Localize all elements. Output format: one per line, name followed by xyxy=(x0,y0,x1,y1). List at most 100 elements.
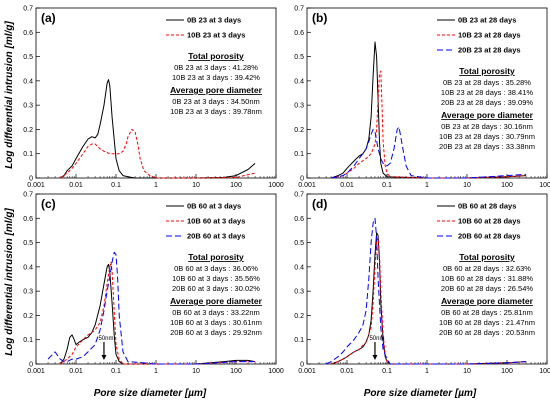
pore-diameter-value: 10B 23 at 3 days : 39.78nm xyxy=(170,107,262,116)
pore-diameter-value: 0B 60 at 28 days : 25.81nm xyxy=(441,308,533,317)
x-tick-label: 1 xyxy=(154,368,158,375)
total-porosity-value: 0B 23 at 28 days : 35.28% xyxy=(443,78,531,87)
chart-panel-1: 0.001 0.01 0.1 1 10 100 1000 0 0.1 0.2 0.3 0.4 0.5 0.… xyxy=(23,6,284,190)
chart-panel-2: 0.001 0.01 0.1 1 10 100 1000 0 0.1 0.2 0.3 0.4 0.5 0.… xyxy=(294,6,550,190)
marker-label: 50nm xyxy=(98,336,113,342)
x-tick-label: 0.1 xyxy=(111,368,121,375)
legend-entry: 20B 23 at 28 days xyxy=(458,46,521,55)
x-tick-label: 1 xyxy=(154,182,158,189)
marker-arrow-head xyxy=(372,355,378,360)
series-line-3 xyxy=(325,217,527,365)
marker-label: 50nm xyxy=(369,336,384,342)
series-line-3 xyxy=(331,126,527,179)
y-tick-label: 0.5 xyxy=(294,240,304,247)
x-tick-label: 1000 xyxy=(539,368,550,375)
pore-diameter-value: 10B 60 at 3 days : 30.61nm xyxy=(170,318,262,327)
y-tick-label: 0.2 xyxy=(294,127,304,134)
y-tick-label: 0.7 xyxy=(294,6,304,13)
x-tick-label: 1000 xyxy=(268,368,284,375)
x-tick-label: 0.01 xyxy=(69,368,83,375)
x-axis-title-right: Pore size diameter [µm] xyxy=(364,388,477,399)
y-tick-label: 0.3 xyxy=(294,103,304,110)
total-porosity-value: 0B 60 at 28 days : 32.63% xyxy=(443,264,531,273)
legend-entry: 0B 60 at 28 days xyxy=(458,202,516,211)
pore-diameter-value: 20B 60 at 28 days : 20.53nm xyxy=(439,328,535,337)
y-tick-label: 0.7 xyxy=(23,6,33,13)
y-tick-label: 0.6 xyxy=(294,216,304,223)
y-tick-label: 0.2 xyxy=(23,127,33,134)
y-tick-label: 0.1 xyxy=(23,151,33,158)
panel-label: (d) xyxy=(312,197,327,211)
pore-diameter-value: 20B 60 at 3 days : 29.92nm xyxy=(170,328,262,337)
y-tick-label: 0.3 xyxy=(23,103,33,110)
total-porosity-value: 10B 60 at 3 days : 35.56% xyxy=(172,274,260,283)
total-porosity-value: 0B 60 at 3 days : 36.06% xyxy=(174,264,258,273)
total-porosity-title: Total porosity xyxy=(188,252,244,262)
x-tick-label: 0.1 xyxy=(382,368,392,375)
legend-entry: 0B 23 at 3 days xyxy=(187,16,241,25)
x-tick-label: 1000 xyxy=(268,182,284,189)
pore-diameter-value: 10B 60 at 28 days : 21.47nm xyxy=(439,318,535,327)
series-line-2 xyxy=(330,237,527,365)
pore-diameter-value: 0B 23 at 3 days : 34.50nm xyxy=(172,97,260,106)
y-tick-label: 0.1 xyxy=(294,337,304,344)
y-tick-label: 0 xyxy=(300,362,304,369)
legend-entry: 10B 60 at 3 days xyxy=(187,217,245,226)
y-tick-label: 0.2 xyxy=(23,313,33,320)
pore-diameter-title: Average pore diameter xyxy=(170,85,262,95)
total-porosity-value: 10B 23 at 3 days : 39.42% xyxy=(172,73,260,82)
y-tick-label: 0.5 xyxy=(23,54,33,61)
x-tick-label: 1000 xyxy=(539,182,550,189)
panel-label: (b) xyxy=(312,11,327,25)
legend-entry: 20B 60 at 3 days xyxy=(187,232,245,241)
y-axis-title-bottom: Log differential intrusion [ml/g] xyxy=(4,208,15,356)
y-tick-label: 0 xyxy=(29,362,33,369)
x-tick-label: 10 xyxy=(463,368,471,375)
x-tick-label: 100 xyxy=(501,368,513,375)
legend-entry: 0B 60 at 3 days xyxy=(187,202,241,211)
x-tick-label: 0.1 xyxy=(111,182,121,189)
x-tick-label: 0.1 xyxy=(382,182,392,189)
y-tick-label: 0.1 xyxy=(23,337,33,344)
y-tick-label: 0.3 xyxy=(294,289,304,296)
total-porosity-title: Total porosity xyxy=(459,66,515,76)
total-porosity-value: 10B 60 at 28 days : 31.88% xyxy=(441,274,533,283)
y-tick-label: 0.7 xyxy=(294,192,304,199)
x-tick-label: 0.001 xyxy=(298,368,316,375)
x-tick-label: 0.001 xyxy=(27,368,45,375)
x-tick-label: 1 xyxy=(425,368,429,375)
x-tick-label: 100 xyxy=(230,368,242,375)
x-tick-label: 0.01 xyxy=(340,182,354,189)
legend-entry: 10B 23 at 3 days xyxy=(187,31,245,40)
y-tick-label: 0.2 xyxy=(294,313,304,320)
y-tick-label: 0.6 xyxy=(23,30,33,37)
x-tick-label: 0.001 xyxy=(27,182,45,189)
total-porosity-value: 10B 23 at 28 days : 38.41% xyxy=(441,88,533,97)
series-line-3 xyxy=(47,251,256,365)
series-line-2 xyxy=(59,128,256,179)
y-axis-title-top: Log differential intrusion [ml/g] xyxy=(4,21,15,169)
legend-entry: 10B 23 at 28 days xyxy=(458,31,521,40)
y-tick-label: 0.4 xyxy=(23,264,33,271)
total-porosity-value: 20B 23 at 28 days : 39.09% xyxy=(441,98,533,107)
y-tick-label: 0.6 xyxy=(294,30,304,37)
legend-entry: 10B 60 at 28 days xyxy=(458,217,521,226)
pore-diameter-value: 20B 23 at 28 days : 33.38nm xyxy=(439,142,535,151)
y-tick-label: 0 xyxy=(29,176,33,183)
x-tick-label: 100 xyxy=(230,182,242,189)
y-tick-label: 0.7 xyxy=(23,192,33,199)
pore-diameter-title: Average pore diameter xyxy=(441,110,533,120)
x-tick-label: 10 xyxy=(192,368,200,375)
total-porosity-value: 20B 60 at 28 days : 26.54% xyxy=(441,284,533,293)
marker-arrow-head xyxy=(101,355,107,360)
panel-label: (c) xyxy=(41,197,56,211)
x-axis-title-left: Pore size diameter [µm] xyxy=(94,388,207,399)
y-tick-label: 0.4 xyxy=(294,264,304,271)
legend-entry: 0B 23 at 28 days xyxy=(458,16,516,25)
y-tick-label: 0.6 xyxy=(23,216,33,223)
x-tick-label: 10 xyxy=(463,182,471,189)
series-line-2 xyxy=(331,70,527,179)
x-tick-label: 1 xyxy=(425,182,429,189)
y-tick-label: 0.4 xyxy=(294,78,304,85)
